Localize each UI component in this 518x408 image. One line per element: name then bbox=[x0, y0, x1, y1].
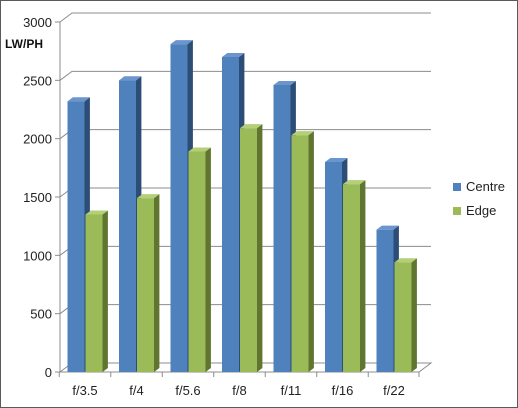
bar-front-edge bbox=[137, 198, 154, 372]
bar-front-centre bbox=[222, 57, 239, 372]
bar-top-edge bbox=[240, 124, 263, 129]
bar-top-edge bbox=[137, 194, 160, 199]
bar-top-centre bbox=[170, 40, 193, 45]
gridline bbox=[59, 70, 431, 81]
y-tick-labels: 0 500 1000 1500 2000 2500 3000 bbox=[23, 15, 52, 380]
y-tick-label: 500 bbox=[30, 307, 52, 322]
y-tick-label: 3000 bbox=[23, 15, 52, 30]
bar-side-edge bbox=[205, 147, 211, 372]
bar-side-edge bbox=[154, 194, 160, 372]
bar-front-centre bbox=[325, 162, 342, 372]
x-tick-label: f/4 bbox=[129, 383, 143, 398]
y-tick-label: 1000 bbox=[23, 248, 52, 263]
bar-front-centre bbox=[376, 229, 394, 372]
bar-top-edge bbox=[343, 180, 366, 185]
bar-front-centre bbox=[119, 80, 136, 372]
bar-top-centre bbox=[119, 76, 142, 81]
bar-front-edge bbox=[343, 184, 360, 372]
bar-edge-0 bbox=[85, 210, 108, 372]
x-tick-label: f/16 bbox=[332, 383, 354, 398]
y-axis-label: LW/PH bbox=[5, 37, 43, 51]
bar-front-edge bbox=[394, 262, 412, 372]
bar-edge-3 bbox=[240, 124, 263, 372]
bar-edge-5 bbox=[343, 180, 366, 372]
y-tick-label: 0 bbox=[45, 365, 52, 380]
bar-top-centre bbox=[222, 52, 245, 57]
x-tick-labels: f/3.5 f/4 f/5.6 f/8 f/11 f/16 f/22 bbox=[58, 372, 420, 398]
bar-side-edge bbox=[102, 210, 108, 372]
legend-swatch-edge bbox=[453, 207, 461, 215]
bar-top-centre bbox=[325, 157, 348, 162]
bar-top-centre bbox=[273, 80, 296, 85]
bar-top-edge bbox=[85, 210, 108, 215]
bar-front-centre bbox=[273, 85, 291, 372]
legend-label-edge: Edge bbox=[466, 203, 496, 218]
legend-swatch-centre bbox=[453, 183, 461, 191]
legend: Centre Edge bbox=[453, 179, 505, 218]
bar-edge-1 bbox=[137, 194, 160, 372]
bar-front-edge bbox=[291, 135, 309, 372]
bar-edge-4 bbox=[291, 131, 314, 372]
bars bbox=[67, 40, 417, 373]
bar-side-edge bbox=[360, 180, 366, 372]
bar-front-edge bbox=[240, 128, 257, 372]
bar-top-edge bbox=[291, 131, 314, 136]
x-tick-label: f/22 bbox=[383, 383, 405, 398]
x-tick-label: f/5.6 bbox=[175, 383, 200, 398]
x-tick-label: f/3.5 bbox=[72, 383, 97, 398]
y-tick-label: 1500 bbox=[23, 190, 52, 205]
legend-label-centre: Centre bbox=[466, 179, 505, 194]
bar-front-edge bbox=[85, 214, 103, 372]
bar-side-edge bbox=[411, 258, 417, 372]
bar-side-edge bbox=[257, 124, 263, 372]
y-tick-label: 2500 bbox=[23, 73, 52, 88]
bar-top-edge bbox=[394, 258, 417, 263]
bar-side-edge bbox=[308, 131, 314, 372]
bar-top-centre bbox=[67, 97, 90, 102]
bar-top-centre bbox=[376, 225, 399, 230]
bar-front-edge bbox=[188, 151, 206, 372]
x-tick-label: f/8 bbox=[232, 383, 246, 398]
gridline bbox=[59, 12, 431, 23]
bar-front-centre bbox=[67, 101, 85, 372]
bar-top-edge bbox=[188, 147, 211, 152]
bar-front-centre bbox=[170, 44, 188, 373]
bar-edge-2 bbox=[188, 147, 211, 372]
bar-edge-6 bbox=[394, 258, 417, 372]
y-tick-label: 2000 bbox=[23, 132, 52, 147]
x-tick-label: f/11 bbox=[281, 383, 302, 398]
